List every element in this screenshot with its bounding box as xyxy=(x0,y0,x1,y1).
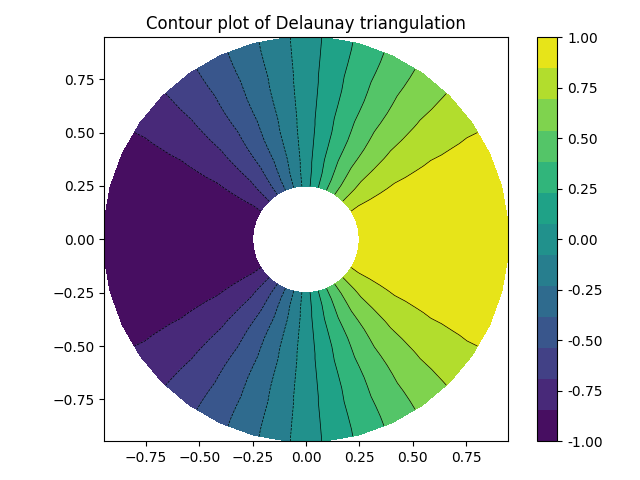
Point xyxy=(301,236,311,243)
Point xyxy=(301,236,311,243)
Point xyxy=(301,236,311,243)
Title: Contour plot of Delaunay triangulation: Contour plot of Delaunay triangulation xyxy=(146,15,466,33)
Point xyxy=(301,236,311,243)
Point xyxy=(301,236,311,243)
Point xyxy=(301,236,311,243)
Point xyxy=(301,236,311,243)
Point xyxy=(301,236,311,243)
Point xyxy=(301,236,311,243)
Point xyxy=(301,236,311,243)
Point xyxy=(301,236,311,243)
Point xyxy=(301,236,311,243)
Point xyxy=(301,236,311,243)
Point xyxy=(301,236,311,243)
